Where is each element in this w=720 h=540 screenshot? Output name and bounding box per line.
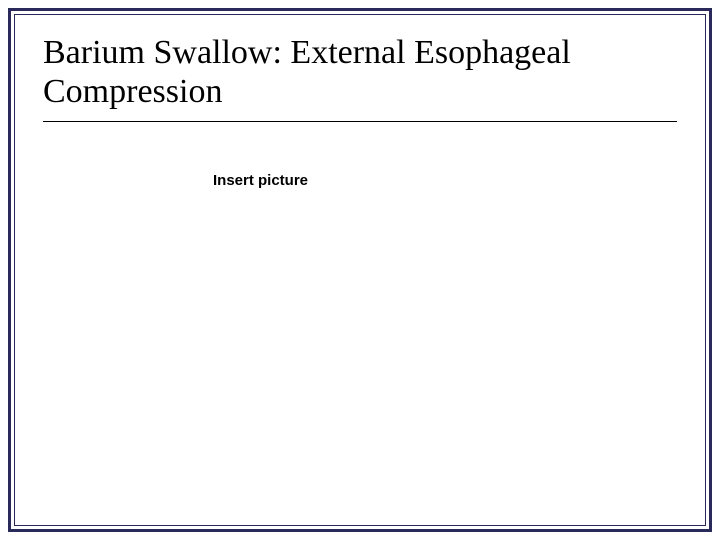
slide-title: Barium Swallow: External Esophageal Comp… xyxy=(43,33,677,111)
slide-inner-frame: Barium Swallow: External Esophageal Comp… xyxy=(14,14,706,526)
title-underline xyxy=(43,121,677,122)
picture-placeholder-text: Insert picture xyxy=(213,172,677,189)
slide-outer-frame: Barium Swallow: External Esophageal Comp… xyxy=(8,8,712,532)
